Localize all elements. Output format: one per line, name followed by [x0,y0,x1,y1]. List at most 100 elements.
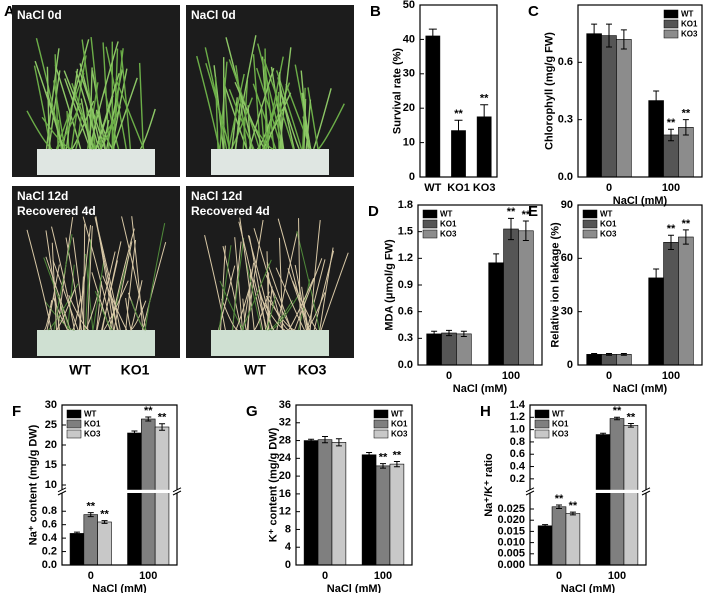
y-tick-label: 28 [279,434,291,446]
bar [426,333,442,366]
plant-stroke [270,66,285,150]
plant-stroke [319,247,334,331]
legend-swatch [582,219,598,229]
y-tick-label: 20 [45,439,57,451]
plant-stroke [115,78,145,150]
plant-stroke [225,37,254,150]
plant-stroke [309,220,321,331]
error-bar [668,234,674,250]
tray [37,149,155,175]
plant-stroke [220,245,226,331]
y-tick-label: 90 [561,199,573,211]
tray [37,330,155,356]
bar [97,521,112,566]
plant-stroke [102,42,110,150]
plant-stroke [65,68,79,150]
plant-stroke [265,295,295,331]
plant-stroke [280,94,300,150]
significance-label: ** [682,218,691,230]
plant-stroke [288,277,315,331]
plant-stroke [260,109,266,150]
axis-frame [295,404,413,566]
y-axis-title: Survival rate (%) [392,48,404,135]
error-bar [322,436,328,444]
legend-swatch [663,29,679,39]
plant-stroke [235,65,248,150]
significance-label: ** [555,493,564,505]
bar [456,333,472,366]
x-tick-label: KO3 [473,182,496,194]
plant-stroke [53,234,73,331]
plant-stroke [267,286,273,331]
error-bar [620,352,627,356]
plant-stroke [307,87,319,150]
error-bar [606,352,612,356]
bar [616,39,632,178]
legend-label: WT [600,210,613,219]
y-axis-title: K⁺ content (mg/g DW) [268,427,280,542]
y-tick-label: 4 [285,541,292,553]
legend-label: KO1 [552,420,569,429]
plant-stroke [252,54,261,150]
panel-letter: E [528,203,538,220]
plant-stroke [261,95,280,150]
y-tick-label: 32 [279,417,291,429]
legend-label: KO3 [440,230,457,239]
legend-swatch [422,209,438,219]
bar [595,434,611,566]
plant-stroke [254,291,270,331]
x-axis-title: NaCl (mM) [453,383,508,395]
plant-stroke [267,299,294,331]
error-bar [480,104,489,130]
y-tick-label: 0.6 [42,519,57,531]
y-tick-label: 0.4 [42,532,58,544]
bar [389,463,405,566]
x-tick-label: 100 [502,370,520,382]
plant-stroke [144,223,166,331]
bar [83,514,98,566]
plant-stroke [278,72,283,150]
plant-stroke [65,237,82,331]
plant-stroke [302,87,306,150]
error-bar [366,452,373,458]
y-tick-label: 0.4 [510,460,526,472]
y-tick-label: 25 [45,419,57,431]
error-bar [556,504,562,510]
y-tick-label: 1.5 [398,226,413,238]
bar [425,35,441,178]
y-tick-label: 0.6 [510,448,525,460]
x-axis-title: NaCl (mM) [92,583,147,593]
plant-stroke [258,288,275,331]
plant-stroke [278,237,284,331]
y-tick-label: 1.0 [510,424,525,436]
tray [211,330,329,356]
error-bar [446,329,452,337]
x-tick-label: 0 [322,570,328,582]
panel-letter: F [12,403,21,420]
plant-stroke [26,229,52,331]
genotype-label: WT [244,362,266,378]
x-tick-label: 100 [608,570,626,582]
plant-stroke [54,54,59,150]
legend-label: WT [552,410,565,419]
y-tick-label: 60 [561,252,573,264]
bar [537,525,553,566]
y-tick-label: 0.0 [558,171,573,183]
bar [601,35,617,178]
plant-stroke [100,119,110,150]
legend-label: WT [440,210,453,219]
plant-stroke [247,269,252,331]
significance-label: ** [627,411,636,423]
x-tick-label: 100 [139,570,157,582]
panel-letter: D [368,203,379,220]
significance-label: ** [667,223,676,235]
plant-stroke [219,280,245,331]
plant-stroke [96,251,116,331]
y-tick-label: 0.6 [398,306,413,318]
x-tick-label: KO1 [447,182,470,194]
y-tick-label: 50 [403,0,415,11]
bar [586,354,602,366]
legend-label: WT [391,410,404,419]
plant-stroke [219,61,228,150]
error-bar [145,416,152,422]
